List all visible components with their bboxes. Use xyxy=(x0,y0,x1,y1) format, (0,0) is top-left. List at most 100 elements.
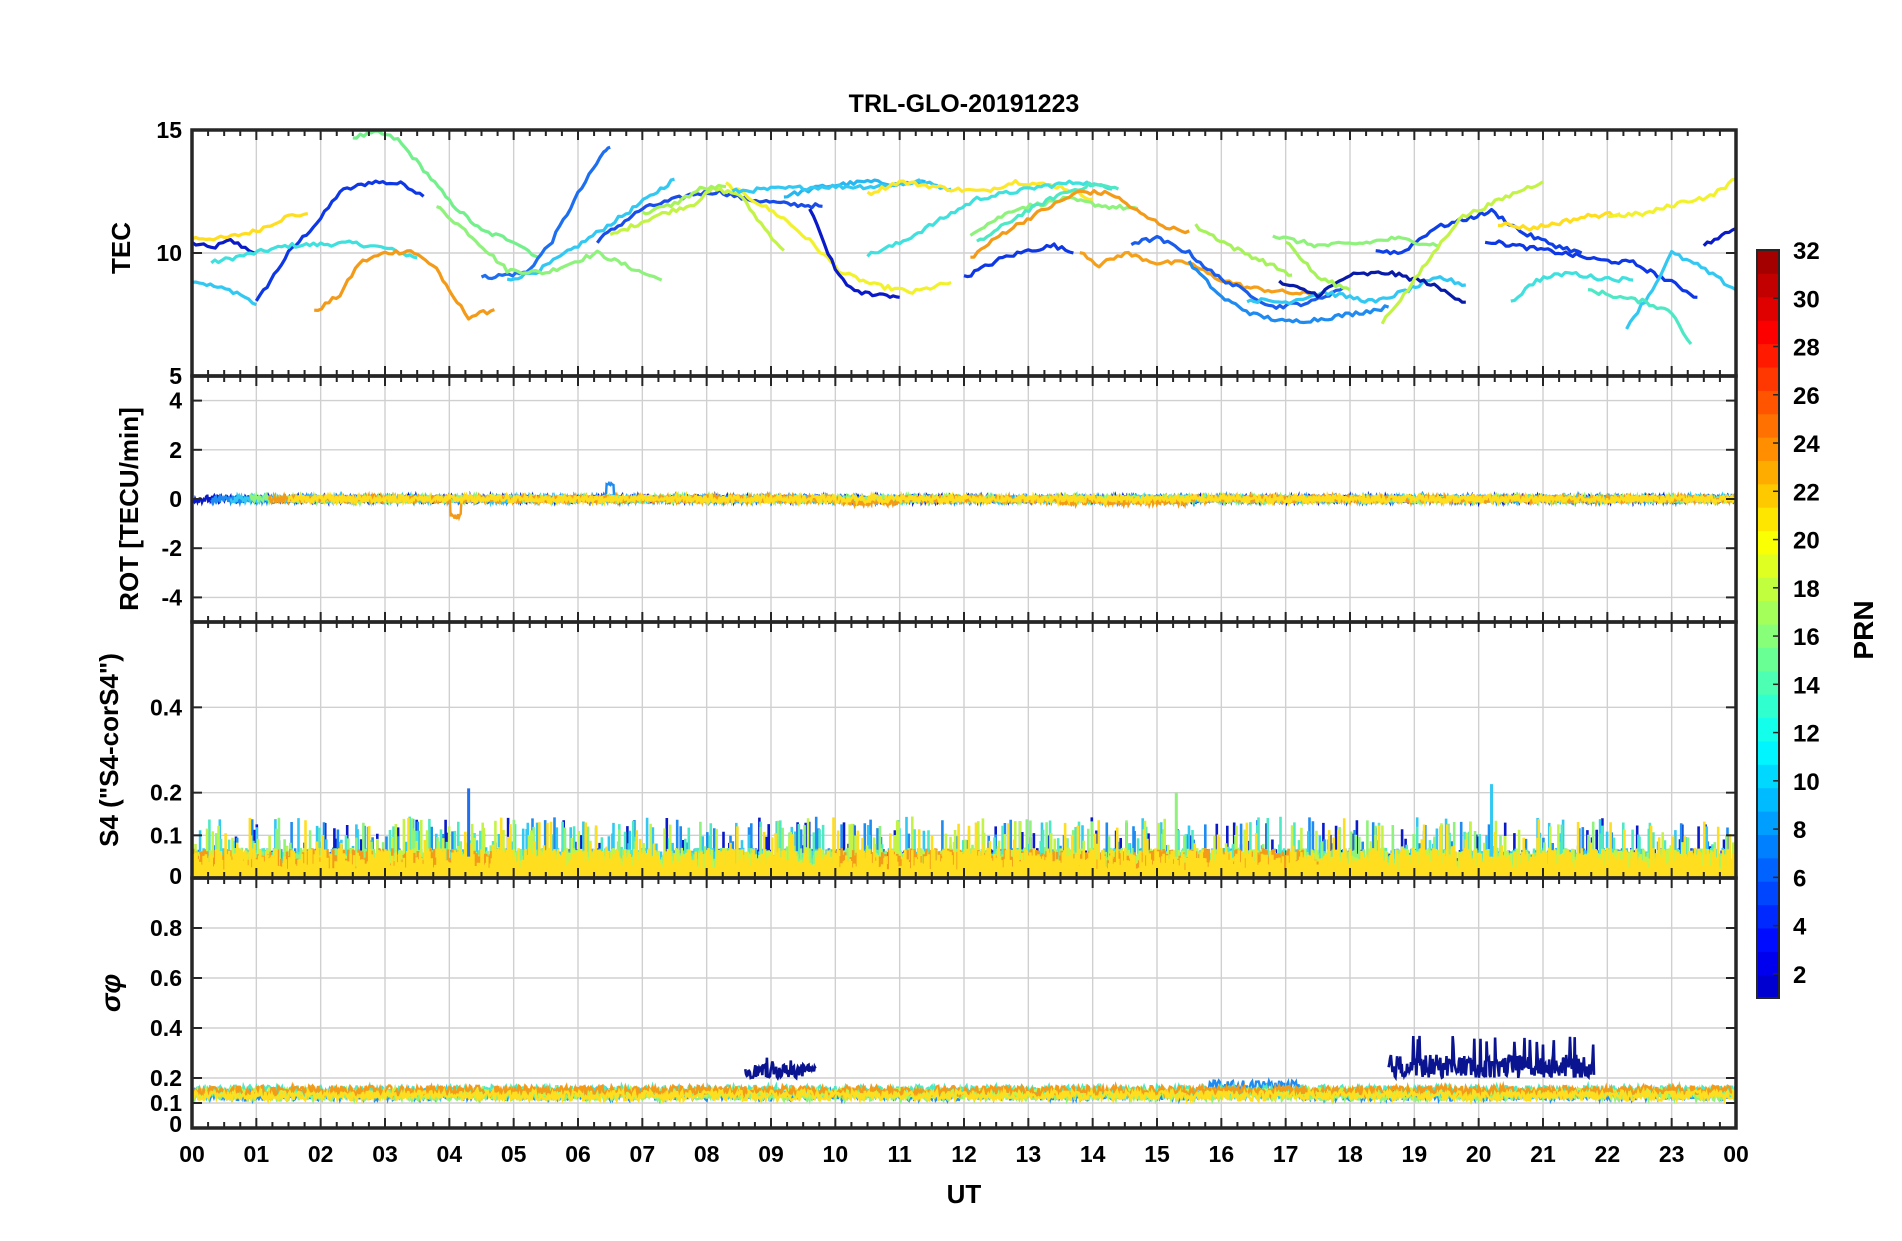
x-tick-label: 03 xyxy=(372,1141,398,1167)
colorbar-tick-label: 32 xyxy=(1793,238,1820,265)
tec-series-line xyxy=(1375,207,1583,256)
sigma-series-line xyxy=(192,1085,1736,1106)
data-layer xyxy=(192,130,1736,1106)
y-tick-label: 0 xyxy=(169,1111,182,1137)
colorbar-segment xyxy=(1757,904,1779,929)
tec-series-line xyxy=(596,188,823,244)
y-tick-label: 10 xyxy=(156,240,182,266)
tec-series-line xyxy=(866,179,1113,258)
colorbar-segment xyxy=(1757,881,1779,906)
y-tick-label: 0.1 xyxy=(150,1090,182,1116)
tec-series-line xyxy=(976,181,1120,243)
y-tick-label: 0.4 xyxy=(150,1015,182,1041)
colorbar-segment xyxy=(1757,927,1779,952)
x-tick-label: 13 xyxy=(1016,1141,1042,1167)
x-tick-label: 15 xyxy=(1144,1141,1170,1167)
x-tick-label: 01 xyxy=(244,1141,270,1167)
colorbar-segment xyxy=(1757,553,1779,578)
y-tick-label: 0 xyxy=(169,863,182,889)
colorbar-tick-label: 6 xyxy=(1793,865,1806,892)
x-tick-label: 06 xyxy=(565,1141,591,1167)
colorbar-tick-label: 4 xyxy=(1793,914,1807,941)
y-tick-label: 0.8 xyxy=(150,915,182,941)
colorbar-tick-label: 12 xyxy=(1793,721,1820,748)
x-tick-label: 10 xyxy=(823,1141,849,1167)
tec-series-line xyxy=(1278,270,1466,304)
x-tick-label: 23 xyxy=(1659,1141,1685,1167)
tec-series-line xyxy=(480,145,611,281)
tec-series-line xyxy=(725,181,952,295)
colorbar-segment xyxy=(1757,857,1779,882)
tec-series-line xyxy=(866,179,1094,202)
colorbar-segment xyxy=(1757,600,1779,625)
tec-series-line xyxy=(970,189,1190,259)
colorbar-segment xyxy=(1757,577,1779,602)
sigma-enhancement xyxy=(1387,1035,1596,1082)
tec-series-line xyxy=(1246,275,1466,306)
colorbar-tick-label: 22 xyxy=(1793,479,1820,506)
colorbar-segment xyxy=(1757,670,1779,695)
tec-series-line xyxy=(192,212,309,242)
tec-series-line xyxy=(210,239,418,265)
colorbar-segment xyxy=(1757,507,1779,532)
y-tick-label: 4 xyxy=(169,388,182,414)
colorbar-tick-label: 2 xyxy=(1793,962,1806,989)
x-axis-label: UT xyxy=(947,1179,982,1209)
colorbar-segment xyxy=(1757,764,1779,789)
tec-series-line xyxy=(314,249,495,321)
x-tick-label: 11 xyxy=(888,1141,913,1167)
colorbar-segment xyxy=(1757,530,1779,555)
tec-series-line xyxy=(609,185,785,252)
x-tick-label: 17 xyxy=(1273,1141,1299,1167)
y-tick-label: 5 xyxy=(169,363,182,389)
colorbar-tick-label: 28 xyxy=(1793,335,1820,362)
tec-series-line xyxy=(506,177,675,282)
colorbar-segment xyxy=(1757,787,1779,812)
colorbar-segment xyxy=(1757,390,1779,415)
colorbar-segment xyxy=(1757,437,1779,461)
colorbar-segment xyxy=(1757,951,1779,976)
colorbar-tick-label: 18 xyxy=(1793,576,1820,603)
x-tick-label: 09 xyxy=(758,1141,784,1167)
y-tick-label: -4 xyxy=(162,584,183,610)
y-axis-label-rot: ROT [TECU/min] xyxy=(114,407,144,611)
y-tick-label: 15 xyxy=(156,117,182,143)
tec-series-line xyxy=(254,179,425,302)
x-tick-label: 14 xyxy=(1080,1141,1106,1167)
colorbar-segment xyxy=(1757,296,1779,321)
colorbar-segment xyxy=(1757,460,1779,485)
x-tick-label: 05 xyxy=(501,1141,527,1167)
tec-series-line xyxy=(1587,288,1693,345)
axes-layer xyxy=(190,128,1738,1130)
colorbar-segment xyxy=(1757,413,1779,438)
tec-series-line xyxy=(1497,210,1621,232)
y-tick-label: 0.6 xyxy=(150,965,182,991)
colorbar-segment xyxy=(1757,624,1779,648)
x-tick-label: 08 xyxy=(694,1141,720,1167)
tec-series-line xyxy=(808,208,900,299)
colorbar-segment xyxy=(1757,250,1779,274)
y-axis-label-sigma: σφ xyxy=(95,974,126,1012)
sigma-enhancement xyxy=(744,1057,817,1082)
tec-series-line xyxy=(641,183,727,216)
x-tick-label: 22 xyxy=(1595,1141,1621,1167)
rot-series-line xyxy=(287,490,1736,508)
tec-series-line xyxy=(969,195,1139,237)
y-tick-label: 0.2 xyxy=(150,1065,182,1091)
tec-series-line xyxy=(1702,226,1736,247)
colorbar-segment xyxy=(1757,320,1779,345)
y-axis-label-s4: S4 ("S4-corS4") xyxy=(94,653,124,847)
colorbar-tick-label: 10 xyxy=(1793,769,1820,796)
tec-series-line xyxy=(1130,234,1345,310)
x-tick-label: 16 xyxy=(1209,1141,1235,1167)
tec-series-line xyxy=(1380,180,1544,325)
colorbar-tick-label: 20 xyxy=(1793,528,1820,555)
colorbar-frame xyxy=(1756,249,1780,999)
colorbar-tick-label: 16 xyxy=(1793,624,1820,651)
grid-layer xyxy=(192,130,1736,1128)
tec-series-line xyxy=(1194,223,1293,277)
tec-series-line xyxy=(436,205,663,282)
y-tick-label: -2 xyxy=(162,535,182,561)
colorbar-segment xyxy=(1757,273,1779,298)
